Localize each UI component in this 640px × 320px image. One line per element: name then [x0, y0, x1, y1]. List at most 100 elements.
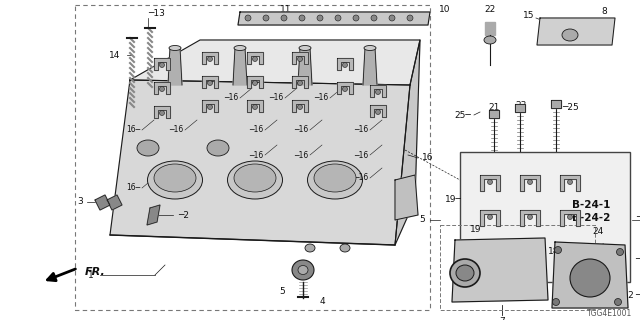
Ellipse shape: [281, 15, 287, 21]
Text: 1: 1: [88, 270, 94, 279]
Polygon shape: [485, 22, 495, 35]
Ellipse shape: [253, 81, 257, 85]
Text: ─16: ─16: [294, 125, 308, 134]
Ellipse shape: [614, 299, 621, 306]
Text: 22: 22: [484, 5, 495, 14]
Text: 10: 10: [439, 5, 451, 14]
Text: 16─: 16─: [125, 125, 140, 134]
Polygon shape: [95, 195, 110, 210]
Ellipse shape: [484, 36, 496, 44]
Text: 7: 7: [499, 317, 505, 320]
Ellipse shape: [207, 140, 229, 156]
Text: ─16: ─16: [354, 150, 368, 159]
Polygon shape: [247, 100, 263, 112]
Polygon shape: [515, 104, 525, 112]
Ellipse shape: [554, 246, 561, 253]
Ellipse shape: [353, 15, 359, 21]
Ellipse shape: [488, 214, 493, 220]
Ellipse shape: [488, 180, 493, 185]
Text: 4: 4: [320, 298, 326, 307]
Text: ─16: ─16: [224, 93, 238, 102]
Ellipse shape: [245, 15, 251, 21]
Text: 16─: 16─: [125, 183, 140, 193]
Text: ─9: ─9: [600, 33, 611, 42]
Text: 19─: 19─: [445, 196, 462, 204]
Text: 14: 14: [109, 51, 120, 60]
Polygon shape: [154, 58, 170, 70]
Polygon shape: [292, 52, 308, 64]
Ellipse shape: [298, 81, 303, 85]
Ellipse shape: [207, 105, 212, 109]
Ellipse shape: [169, 45, 181, 51]
Ellipse shape: [450, 259, 480, 287]
Ellipse shape: [298, 105, 303, 109]
Ellipse shape: [253, 57, 257, 61]
Ellipse shape: [292, 260, 314, 280]
Ellipse shape: [207, 57, 212, 61]
Ellipse shape: [159, 110, 164, 116]
Text: 19: 19: [470, 226, 482, 235]
Text: ─20: ─20: [635, 255, 640, 265]
Polygon shape: [202, 76, 218, 88]
Text: ─16: ─16: [354, 173, 368, 182]
Text: 23: 23: [515, 100, 527, 109]
Ellipse shape: [527, 214, 532, 220]
Polygon shape: [480, 210, 500, 226]
Text: ─20: ─20: [635, 291, 640, 300]
Polygon shape: [147, 205, 160, 225]
Polygon shape: [292, 76, 308, 88]
Text: 5: 5: [419, 215, 425, 225]
Polygon shape: [202, 100, 218, 112]
Text: 3: 3: [77, 197, 83, 206]
Ellipse shape: [376, 109, 381, 115]
Ellipse shape: [227, 161, 282, 199]
Polygon shape: [107, 195, 122, 210]
Polygon shape: [130, 40, 420, 85]
Text: 17: 17: [474, 250, 486, 259]
Polygon shape: [560, 210, 580, 226]
Bar: [460, 152, 630, 282]
Polygon shape: [168, 48, 182, 85]
Polygon shape: [154, 106, 170, 118]
Polygon shape: [363, 48, 377, 85]
Ellipse shape: [154, 164, 196, 192]
Ellipse shape: [298, 266, 308, 275]
Bar: [75, 5, 430, 310]
Text: 24: 24: [595, 244, 605, 252]
Ellipse shape: [552, 299, 559, 306]
Text: ─13: ─13: [148, 9, 165, 18]
Text: 25─: 25─: [454, 110, 471, 119]
Text: ─16: ─16: [354, 125, 368, 134]
Text: 24: 24: [593, 228, 604, 236]
Text: 15: 15: [522, 12, 534, 20]
Text: ─16: ─16: [294, 150, 308, 159]
Text: 21: 21: [488, 103, 500, 113]
Bar: [440, 225, 595, 310]
Polygon shape: [110, 80, 410, 245]
Text: 5: 5: [279, 287, 285, 297]
Text: ─16: ─16: [249, 125, 263, 134]
Polygon shape: [337, 82, 353, 94]
Ellipse shape: [299, 15, 305, 21]
Ellipse shape: [317, 15, 323, 21]
Ellipse shape: [305, 244, 315, 252]
Ellipse shape: [342, 62, 348, 68]
Ellipse shape: [159, 62, 164, 68]
Text: B-24-2: B-24-2: [572, 213, 611, 223]
Text: ─6: ─6: [636, 213, 640, 222]
Text: ─16: ─16: [249, 150, 263, 159]
Text: ─16: ─16: [169, 125, 183, 134]
Text: ─2: ─2: [178, 211, 189, 220]
Polygon shape: [489, 110, 499, 118]
Ellipse shape: [234, 164, 276, 192]
Polygon shape: [337, 58, 353, 70]
Text: FR.: FR.: [85, 267, 106, 277]
Ellipse shape: [456, 265, 474, 281]
Polygon shape: [370, 85, 386, 97]
Text: 18: 18: [548, 247, 559, 257]
Polygon shape: [452, 238, 548, 302]
Ellipse shape: [253, 105, 257, 109]
Text: ─25: ─25: [562, 103, 579, 113]
Ellipse shape: [314, 164, 356, 192]
Text: ─16: ─16: [314, 93, 328, 102]
